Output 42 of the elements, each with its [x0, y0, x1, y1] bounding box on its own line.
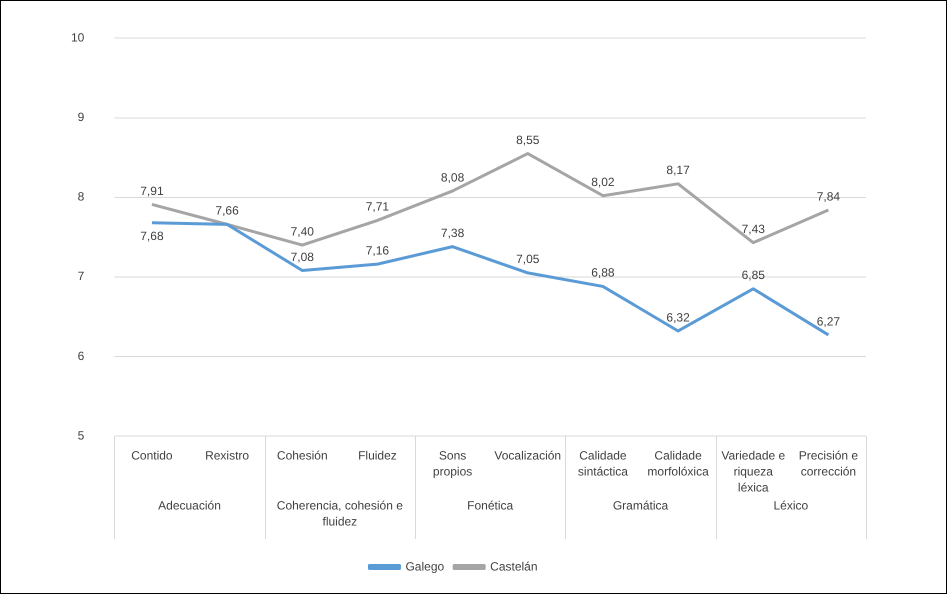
- data-label: 7,91: [140, 184, 164, 198]
- data-label: 7,71: [366, 200, 390, 214]
- data-label: 6,27: [816, 314, 840, 328]
- text: Fonética: [467, 498, 514, 512]
- data-label: 8,02: [591, 175, 615, 190]
- x-tick-label: Rexistro: [205, 448, 250, 462]
- data-label: 6,88: [591, 266, 615, 280]
- data-label: 7,68: [140, 229, 164, 244]
- text: Gramática: [612, 498, 668, 512]
- data-label: 7,40: [290, 224, 314, 238]
- x-tick-label: Calidade sintáctica: [578, 448, 628, 478]
- legend-label: Galego: [405, 559, 444, 574]
- data-label: 7,05: [516, 252, 540, 266]
- text: Léxico: [773, 498, 809, 512]
- legend-label: Castelán: [490, 559, 538, 574]
- y-tick-label: 9: [78, 110, 85, 124]
- data-label: 6,85: [742, 268, 766, 282]
- data-label: 7,43: [742, 222, 766, 236]
- x-tick-label: Contido: [131, 448, 173, 462]
- data-label: 7,08: [290, 250, 314, 264]
- x-tick-label: Calidade morfolóxica: [647, 448, 710, 478]
- data-label: 6,32: [666, 310, 690, 324]
- x-tick-label: Vocalización: [494, 448, 562, 462]
- data-label: 8,55: [516, 132, 540, 147]
- y-tick-label: 10: [70, 30, 85, 45]
- x-tick-label: Fluidez: [358, 448, 397, 462]
- y-tick-label: 8: [78, 190, 85, 204]
- x-tick-label: Cohesión: [276, 448, 328, 462]
- y-tick-label: 5: [78, 428, 85, 442]
- data-label: 8,08: [440, 170, 465, 184]
- text: Coherencia, cohesión e fluidez: [276, 498, 404, 528]
- x-tick-label: Precisión e corrección: [798, 448, 858, 478]
- x-tick-label: Variedade e riqueza léxica: [721, 448, 786, 494]
- x-tick-label: Sons propios: [432, 448, 472, 478]
- data-label: 7,38: [440, 226, 465, 240]
- y-tick-label: 6: [78, 348, 85, 363]
- text: Adecuación: [158, 498, 221, 512]
- data-label: 8,17: [666, 163, 690, 178]
- data-label: 7,66: [215, 204, 240, 218]
- y-tick-label: 7: [78, 269, 85, 284]
- data-label: 7,16: [366, 243, 390, 258]
- data-label: 7,84: [816, 189, 840, 204]
